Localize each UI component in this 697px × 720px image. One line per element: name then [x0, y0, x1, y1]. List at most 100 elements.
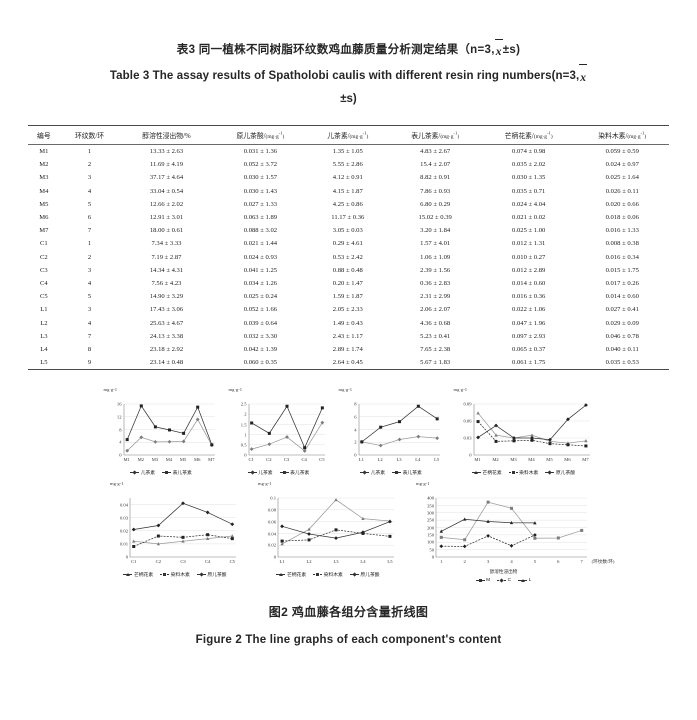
data-point	[209, 443, 213, 447]
cell-catechin: 2.64 ± 0.45	[332, 359, 363, 367]
x-tick-label: C2	[266, 457, 272, 463]
cell-sample-id: C4	[40, 279, 48, 287]
chart-svg	[435, 497, 587, 558]
y-axis-unit-label: mg·g-1	[228, 387, 243, 393]
cell-formononetin: 0.024 ± 4.04	[512, 200, 546, 208]
cell-extract: 25.63 ± 4.67	[149, 319, 184, 327]
legend-item[interactable]: 染料木素	[160, 571, 190, 578]
y-tick-label: 12	[116, 414, 122, 420]
legend-item[interactable]: 染料木素	[508, 469, 539, 477]
x-tick-label: L2	[377, 457, 383, 463]
cell-rings: 3	[87, 306, 92, 314]
data-point	[512, 439, 516, 443]
data-point	[131, 527, 136, 532]
legend-item[interactable]: 儿茶素	[247, 469, 273, 477]
cell-formononetin: 0.065 ± 0.37	[512, 345, 546, 353]
legend-marker-icon	[508, 470, 518, 475]
cell-extract: 11.69 ± 4.19	[149, 161, 183, 169]
x-tick-label: L3	[396, 457, 402, 463]
chart-svg	[248, 403, 325, 456]
cell-rings: 4	[87, 319, 92, 327]
data-point	[565, 417, 570, 422]
cell-extract: 13.33 ± 2.63	[149, 148, 184, 156]
cell-extract: 14.34 ± 4.31	[149, 266, 184, 274]
legend-item[interactable]: 芒柄花素	[276, 571, 306, 578]
cell-epicatechin: 7.86 ± 0.93	[420, 187, 451, 195]
data-point	[439, 529, 443, 533]
data-point	[434, 436, 439, 441]
data-point	[397, 437, 401, 442]
legend-label: 儿茶素	[258, 471, 273, 477]
y-tick-label: 0	[354, 452, 357, 458]
header-genistein: 染料木素/(mg·g-1)	[598, 130, 647, 140]
legend-marker-icon	[518, 578, 528, 583]
y-tick-label: 0.06	[463, 418, 472, 424]
y-axis-ticks: 0 4 8 12 16	[104, 396, 122, 466]
data-point	[181, 439, 186, 444]
cell-genistein: 0.015 ± 1.75	[605, 266, 639, 274]
y-tick-label: 1	[244, 432, 247, 438]
cell-sample-id: L1	[40, 306, 48, 314]
legend-item[interactable]: 儿茶素	[360, 469, 385, 476]
legend-item[interactable]: 原儿茶酸	[349, 571, 380, 578]
data-point	[205, 510, 210, 515]
x-tick-label: 2	[463, 559, 466, 565]
table-row: C4 4 7.56 ± 4.23 0.034 ± 1.26 0.20 ± 1.47 0.3…	[28, 277, 669, 290]
y-tick-label: 0	[244, 452, 247, 458]
legend-label: 芒柄花素	[482, 471, 502, 477]
header-rings: 环纹数/环	[74, 133, 105, 140]
y-axis-unit-label: mg·g-1	[338, 387, 353, 393]
plot-area: mg·g-1 0 0.03 0.06 0.09 M1 M2 M3 M4 M5 M6 M7	[453, 387, 594, 467]
results-table: 编号 环纹数/环 醇溶性浸出物/% 原儿茶酸/(mg·g-1) 儿茶素/(mg·…	[28, 125, 669, 370]
legend-item[interactable]: 原儿茶酸	[196, 571, 227, 578]
legend-item[interactable]: L	[518, 578, 531, 583]
x-tick-label: M3	[510, 457, 517, 463]
x-tick-label: M2	[137, 457, 144, 463]
table-row: C2 2 7.19 ± 2.87 0.024 ± 0.93 0.53 ± 2.42 1.0…	[28, 251, 669, 264]
y-axis-unit-label: mg·g-1	[110, 481, 124, 487]
data-point	[509, 544, 514, 548]
data-point	[167, 428, 171, 432]
legend-item[interactable]: 芒柄花素	[123, 571, 153, 578]
legend-marker-icon	[247, 470, 257, 475]
table-title-english: Table 3 The assay results of Spatholobi …	[0, 64, 697, 89]
data-point	[397, 420, 401, 424]
cell-catechin: 11.17 ± 0.36	[331, 214, 365, 222]
table-row: C3 3 14.34 ± 4.31 0.041 ± 1.25 0.88 ± 0.48 2.…	[28, 264, 669, 277]
legend-label: 染料木素	[519, 471, 539, 477]
legend-item[interactable]: 表儿茶素	[279, 469, 309, 476]
cell-sample-id: C3	[40, 266, 48, 274]
legend-label: 芒柄花素	[286, 573, 307, 579]
data-point	[181, 536, 185, 540]
data-point	[583, 439, 588, 443]
legend-marker-icon	[471, 470, 481, 475]
legend-item[interactable]: 染料木素	[313, 571, 343, 578]
y-tick-label: 0	[125, 554, 128, 560]
figure-row-top: mg·g-1 0 4 8 12 16 M1 M2 M3 M4 M5 M6 M7 儿茶素 表儿茶素 mg·g-1…	[24, 387, 673, 477]
y-tick-label: 16	[116, 401, 122, 407]
data-point	[125, 438, 129, 442]
data-point	[280, 524, 284, 529]
x-tick-label: 3	[486, 559, 490, 565]
legend-marker-icon	[392, 470, 402, 475]
cell-epicatechin: 2.06 ± 2.07	[420, 306, 451, 314]
x-tick-label: L3	[333, 559, 339, 565]
legend-item[interactable]: 儿茶素	[130, 469, 155, 476]
data-point	[510, 507, 513, 511]
legend-item[interactable]: C	[497, 578, 511, 583]
cell-protocatechuic: 0.088 ± 3.02	[243, 227, 278, 235]
y-tick-label: 0.1	[270, 495, 276, 501]
legend-item[interactable]: 芒柄花素	[471, 469, 502, 477]
legend-item[interactable]: M	[475, 578, 490, 583]
data-point	[319, 420, 324, 425]
data-point	[388, 519, 392, 524]
chart-legend: 芒柄花素 染料木素 原儿茶酸	[454, 469, 594, 476]
legend-item[interactable]: 表儿茶素	[162, 469, 192, 476]
legend-item[interactable]: 原儿茶酸	[545, 469, 575, 476]
figure-area: mg·g-1 0 4 8 12 16 M1 M2 M3 M4 M5 M6 M7 儿茶素 表儿茶素 mg·g-1…	[0, 387, 697, 583]
table-title-chinese: 表3 同一植株不同树脂环纹数鸡血藤质量分析测定结果（n=3,x±s)	[0, 39, 697, 62]
cell-rings: 1	[87, 240, 92, 248]
cell-genistein: 0.020 ± 0.66	[605, 200, 639, 208]
legend-item[interactable]: 表儿茶素	[392, 469, 422, 476]
cell-sample-id: L4	[40, 345, 48, 353]
